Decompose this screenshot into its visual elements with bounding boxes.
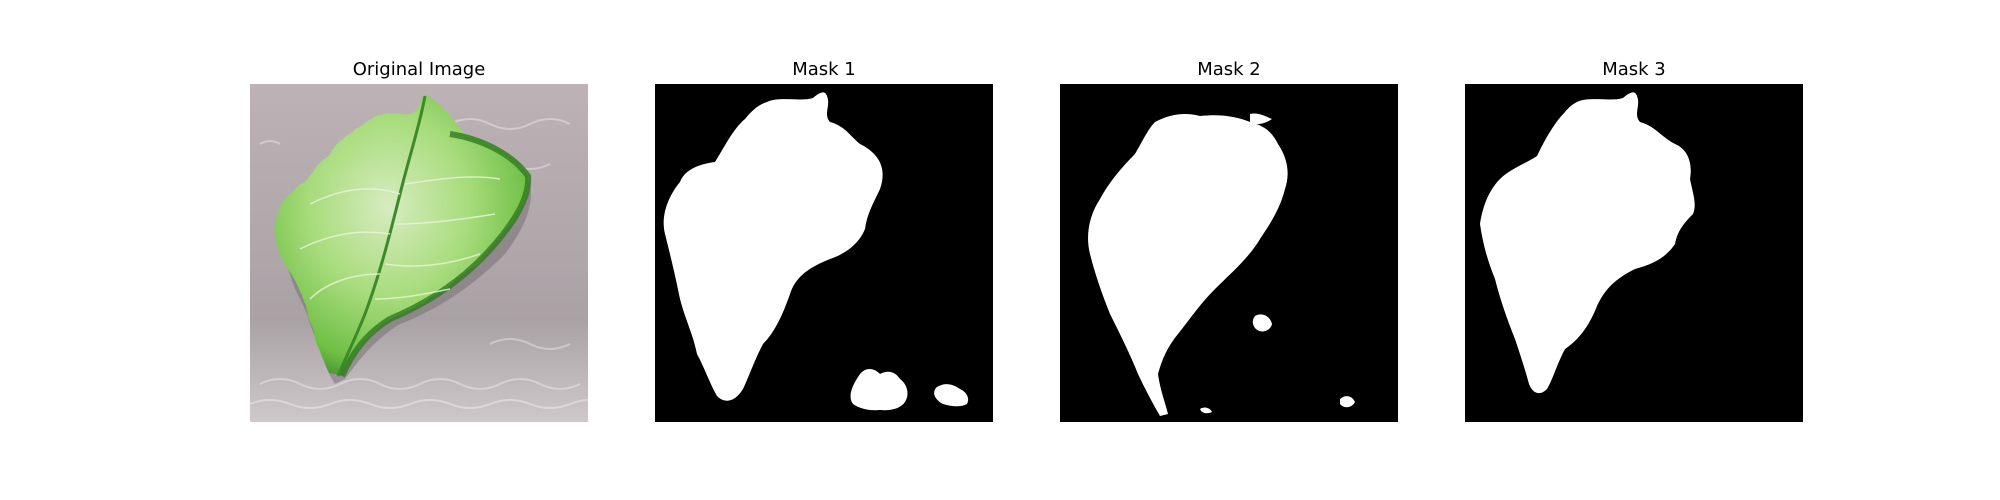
panel-title: Mask 3 xyxy=(1602,59,1666,80)
leaf-rim xyxy=(339,131,532,378)
panel-title: Original Image xyxy=(352,59,486,80)
mask-2-image xyxy=(1060,84,1398,422)
mask-region-main xyxy=(663,92,883,401)
mask-region-main xyxy=(1088,114,1288,416)
mask-region-fragment xyxy=(850,369,908,411)
mask-region-main xyxy=(1480,92,1695,394)
leaf xyxy=(275,94,529,376)
mask-region-fragment xyxy=(934,384,969,407)
mask-3-image xyxy=(1465,84,1803,422)
panel-mask-2: Mask 2 xyxy=(1060,58,1398,422)
mask-region-fragment xyxy=(1252,314,1272,332)
panel-original-image: Original Image xyxy=(250,58,588,422)
mask-region-fragment xyxy=(1340,396,1355,408)
mask-region-fragment xyxy=(1250,113,1272,125)
panel-title: Mask 1 xyxy=(792,59,856,80)
mask-region-fragment xyxy=(1200,407,1212,414)
panel-mask-1: Mask 1 xyxy=(655,58,993,422)
mask-1-image xyxy=(655,84,993,422)
leaf-midrib xyxy=(336,95,427,377)
panel-mask-3: Mask 3 xyxy=(1465,58,1803,422)
panel-title: Mask 2 xyxy=(1197,59,1261,80)
original-leaf-photo xyxy=(250,84,588,422)
leaf-veins xyxy=(299,176,501,300)
